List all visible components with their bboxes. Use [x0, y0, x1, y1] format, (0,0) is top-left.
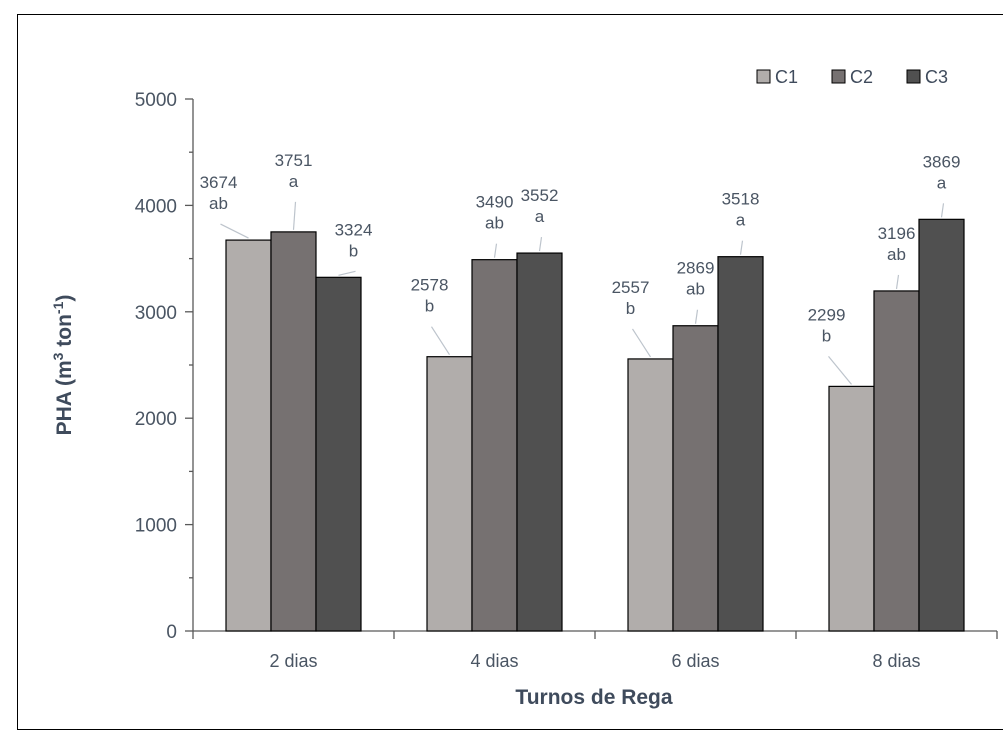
data-label-value: 2869 [677, 259, 715, 278]
data-label-letter: a [535, 207, 545, 226]
data-label-letter: a [937, 173, 947, 192]
x-tick-label: 8 dias [872, 651, 920, 671]
data-label-value: 2299 [808, 305, 846, 324]
label-leader-line [538, 236, 543, 252]
bar-c3-2 [516, 252, 563, 632]
data-label-value: 3552 [521, 186, 559, 205]
legend-label-c3: C3 [925, 67, 948, 87]
label-leader-line [739, 240, 744, 255]
label-leader-line [631, 328, 652, 358]
y-tick-label: 5000 [135, 90, 177, 111]
x-axis-title: Turnos de Rega [515, 686, 672, 709]
x-tick-label: 2 dias [269, 651, 317, 671]
label-leader-line [895, 274, 900, 290]
bar-c1-1 [225, 239, 272, 632]
label-leader-line [493, 243, 498, 258]
data-label-value: 2557 [612, 278, 650, 297]
label-leader-line [220, 223, 249, 239]
legend: C1 C2 C3 [756, 67, 948, 87]
data-label-letter: b [349, 241, 358, 260]
label-leader-line [430, 326, 451, 356]
y-tick-label: 3000 [135, 303, 177, 324]
bar-c2-3 [672, 325, 719, 632]
data-label-letter: ab [887, 245, 906, 264]
data-label-letter: a [736, 211, 746, 230]
x-tick-label: 6 dias [671, 651, 719, 671]
chart-frame [17, 14, 1003, 730]
legend-swatch-c1 [756, 69, 771, 84]
label-leader-line [292, 201, 297, 230]
x-tick-label: 4 dias [470, 651, 518, 671]
data-label-value: 3751 [275, 151, 313, 170]
bar-c3-1 [315, 276, 362, 632]
bar-c1-2 [426, 356, 473, 632]
label-leader-lines [220, 201, 945, 385]
legend-swatch-c2 [831, 69, 846, 84]
y-axis-title: PHA (m3 ton-1) [50, 295, 76, 436]
data-label-value: 3518 [722, 190, 760, 209]
data-label-value: 3196 [878, 224, 916, 243]
data-label-letter: b [822, 326, 831, 345]
bar-c3-4 [918, 218, 965, 632]
data-label-letter: ab [209, 194, 228, 213]
data-label-value: 3869 [923, 152, 961, 171]
data-label-value: 2578 [411, 276, 449, 295]
data-label-letter: ab [485, 214, 504, 233]
label-leader-line [338, 270, 356, 276]
bar-c2-1 [270, 231, 317, 632]
data-label-letter: b [425, 297, 434, 316]
data-label-letter: b [626, 299, 635, 318]
legend-swatch-c3 [906, 69, 921, 84]
y-tick-label: 0 [166, 622, 177, 643]
bar-c1-4 [828, 385, 875, 632]
bar-c1-3 [627, 358, 674, 632]
data-label-value: 3490 [476, 193, 514, 212]
y-tick-label: 2000 [135, 409, 177, 430]
bar-marks [225, 218, 965, 632]
data-label-letter: a [289, 172, 299, 191]
data-label-letter: ab [686, 280, 705, 299]
data-label-value: 3324 [335, 220, 373, 239]
label-leader-line [828, 356, 852, 385]
legend-label-c2: C2 [850, 67, 873, 87]
y-tick-label: 1000 [135, 516, 177, 537]
label-leader-line [694, 309, 699, 324]
bar-c3-3 [717, 256, 764, 632]
bar-c2-4 [873, 290, 920, 632]
bar-c2-2 [471, 259, 518, 632]
data-labels: 3674ab3751a3324b2578b3490ab3552a2557b286… [200, 151, 961, 345]
y-tick-label: 4000 [135, 196, 177, 217]
data-label-value: 3674 [200, 173, 238, 192]
label-leader-line [940, 203, 945, 218]
legend-label-c1: C1 [775, 67, 798, 87]
